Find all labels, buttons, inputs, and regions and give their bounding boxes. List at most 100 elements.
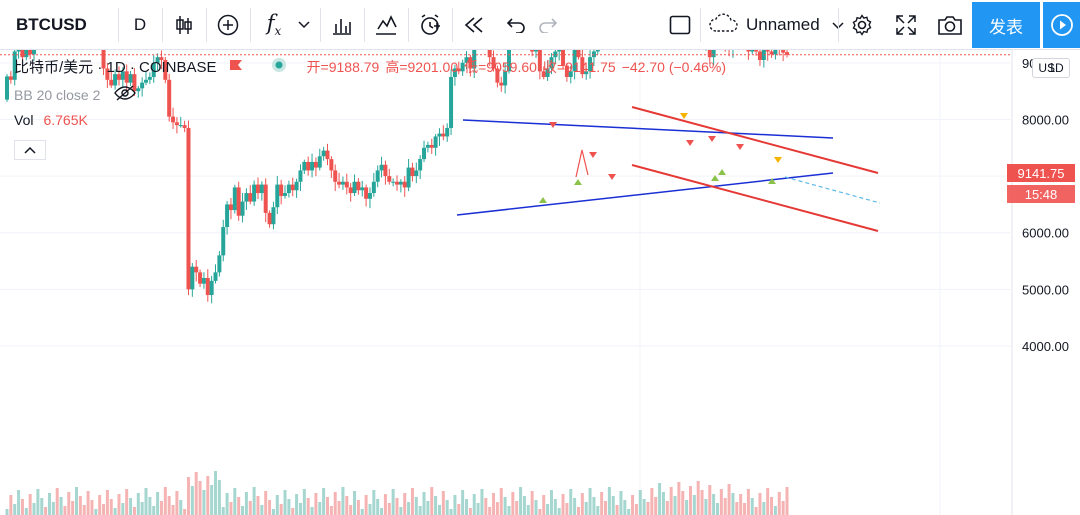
candle-body xyxy=(263,184,268,213)
candle-body xyxy=(414,170,419,177)
chart-area[interactable]: 4000.005000.006000.007000.008000.009000.… xyxy=(0,50,1080,515)
chart-collapse-button[interactable] xyxy=(14,140,46,160)
channel-upper-line xyxy=(631,106,879,174)
chart-type-candles-icon[interactable] xyxy=(162,0,206,50)
bar-replay-icon[interactable] xyxy=(452,0,496,50)
financials-bar-icon[interactable] xyxy=(320,0,364,50)
camera-snapshot-icon[interactable] xyxy=(928,0,972,50)
signal-down-marker xyxy=(608,174,616,180)
candle-body xyxy=(190,266,195,290)
price-chart[interactable]: 4000.005000.006000.007000.008000.009000.… xyxy=(0,50,1080,515)
candle-body xyxy=(506,50,511,72)
currency-label[interactable]: USD xyxy=(1032,58,1070,78)
volume-bar xyxy=(225,493,229,515)
candle-body xyxy=(306,161,311,171)
volume-bar xyxy=(631,495,635,515)
volume-bar xyxy=(777,492,781,515)
candle-body xyxy=(32,50,37,55)
fullscreen-icon[interactable] xyxy=(884,0,928,50)
volume-bar xyxy=(190,486,194,515)
layout-name-button[interactable]: Unnamed xyxy=(700,0,844,50)
templates-chart-icon[interactable] xyxy=(364,0,408,50)
volume-bar xyxy=(642,499,646,515)
candle-body xyxy=(244,193,249,202)
fullscreen-select-icon[interactable] xyxy=(660,0,700,50)
candle-body xyxy=(120,71,125,80)
volume-bar xyxy=(59,497,63,515)
volume-bar xyxy=(526,505,530,515)
signal-up-marker xyxy=(539,197,547,203)
volume-bar xyxy=(105,490,109,515)
candle-body xyxy=(769,51,774,55)
signal-down-marker xyxy=(708,136,716,142)
candle-body xyxy=(487,50,492,58)
volume-bar xyxy=(206,476,210,515)
volume-bar xyxy=(229,502,233,515)
price-axis-background xyxy=(1012,50,1080,515)
channel-lower-line xyxy=(631,164,879,232)
candle-body xyxy=(383,164,388,177)
candle-body xyxy=(159,57,164,60)
candle-body xyxy=(360,187,365,191)
candle-body xyxy=(433,136,438,148)
symbol-search[interactable]: BTCUSD xyxy=(16,15,87,34)
candle-body xyxy=(537,50,542,72)
volume-bar xyxy=(55,488,59,515)
volume-bar xyxy=(414,497,418,515)
candle-body xyxy=(267,212,272,225)
toolbar-divider xyxy=(118,8,119,42)
volume-bar xyxy=(743,503,747,515)
volume-bar xyxy=(9,495,13,515)
volume-bar xyxy=(75,487,79,515)
volume-bar xyxy=(731,493,735,515)
alert-clock-icon[interactable] xyxy=(408,0,452,50)
volume-bar xyxy=(719,489,723,515)
candle-body xyxy=(217,255,222,273)
compare-add-icon[interactable] xyxy=(206,0,250,50)
interval-button[interactable]: D xyxy=(133,15,147,34)
candle-body xyxy=(337,181,342,185)
volume-bar xyxy=(44,507,48,515)
candle-body xyxy=(387,176,392,182)
volume-bar xyxy=(546,504,550,515)
candle-body xyxy=(286,184,291,194)
volume-bar xyxy=(619,491,623,515)
volume-bar xyxy=(71,501,75,515)
bb-indicator-label[interactable]: BB 20 close 2 xyxy=(14,86,101,103)
volume-bar xyxy=(252,487,256,515)
volume-bar xyxy=(90,500,94,515)
settings-gear-icon[interactable] xyxy=(840,0,884,50)
play-icon[interactable] xyxy=(1043,2,1080,48)
volume-bar xyxy=(387,503,391,515)
candle-body xyxy=(109,79,114,86)
redo-icon[interactable] xyxy=(528,0,568,50)
volume-bar xyxy=(669,487,673,515)
volume-bar xyxy=(708,485,712,515)
volume-bar xyxy=(47,493,51,515)
candle-body xyxy=(534,50,539,52)
vol-label[interactable]: Vol xyxy=(14,112,34,128)
volume-bar xyxy=(364,495,368,515)
volume-bar xyxy=(156,492,160,515)
volume-bar xyxy=(179,500,183,515)
volume-bar xyxy=(291,508,295,515)
candle-body xyxy=(441,133,446,137)
candle-body xyxy=(553,51,558,58)
volume-bar xyxy=(399,507,403,515)
indicators-fx-icon[interactable]: fx xyxy=(266,11,282,39)
vol-value: 6.765K xyxy=(43,112,88,128)
volume-bar xyxy=(310,507,314,515)
undo-icon[interactable] xyxy=(496,0,536,50)
volume-bar xyxy=(534,500,538,515)
volume-bar xyxy=(661,492,665,515)
volume-bar xyxy=(739,494,743,515)
candle-body xyxy=(105,68,110,80)
publish-button[interactable]: 发表 xyxy=(972,2,1040,48)
candle-body xyxy=(572,50,577,72)
candle-body xyxy=(313,161,318,168)
volume-bar xyxy=(194,472,198,515)
hidden-eye-icon[interactable] xyxy=(114,85,137,104)
chevron-down-icon[interactable] xyxy=(292,0,316,50)
volume-bar xyxy=(465,499,469,515)
candle-body xyxy=(750,50,755,52)
